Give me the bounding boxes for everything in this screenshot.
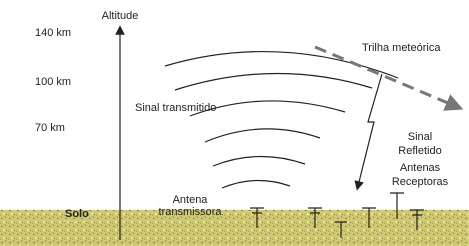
reflected-label: Refletido <box>398 145 441 157</box>
diagram: Altitude 140 km 100 km 70 km Solo Sinal … <box>0 0 469 246</box>
receivers-label: Antenas <box>400 162 441 174</box>
ground-label: Solo <box>65 208 89 220</box>
transmitter-label: Antena <box>173 194 209 206</box>
transmitted-label: Sinal transmitido <box>135 102 216 114</box>
meteor-trail <box>315 47 455 106</box>
reflected-signal <box>358 74 382 186</box>
altitude-label: 140 km <box>35 27 71 39</box>
meteor-trail-label: Trilha meteórica <box>362 42 441 54</box>
transmitter-label: transmissora <box>159 206 223 218</box>
altitude-label: 70 km <box>35 122 65 134</box>
altitude-label: 100 km <box>35 76 71 88</box>
axis-title: Altitude <box>102 10 139 22</box>
reflected-label: Sinal <box>408 131 432 143</box>
receivers-label: Receptoras <box>392 176 449 188</box>
